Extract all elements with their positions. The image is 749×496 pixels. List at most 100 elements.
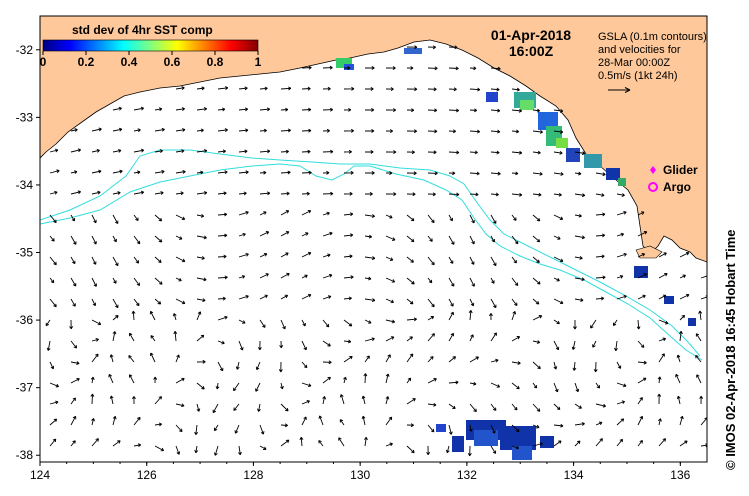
velocity-arrow	[490, 87, 500, 92]
velocity-arrow	[154, 149, 163, 153]
velocity-arrow	[553, 423, 564, 428]
velocity-arrow	[280, 107, 289, 112]
velocity-arrow	[175, 191, 184, 196]
velocity-arrow	[364, 276, 372, 281]
velocity-arrow	[238, 294, 249, 300]
velocity-arrow	[612, 319, 618, 327]
velocity-arrow	[406, 336, 413, 342]
velocity-arrow	[406, 398, 416, 405]
velocity-arrow	[259, 191, 271, 196]
velocity-arrow	[427, 235, 433, 242]
velocity-arrow	[406, 66, 414, 70]
velocity-arrow	[172, 313, 177, 321]
velocity-arrow	[385, 129, 394, 133]
velocity-arrow	[280, 210, 290, 216]
velocity-arrow	[385, 87, 394, 91]
velocity-arrow	[595, 254, 605, 259]
velocity-arrow	[196, 191, 208, 195]
velocity-arrow	[154, 235, 163, 243]
velocity-arrow	[301, 340, 307, 351]
velocity-arrow	[427, 192, 436, 197]
velocity-arrows	[45, 45, 707, 457]
velocity-arrow	[343, 233, 354, 238]
velocity-arrow	[490, 358, 499, 363]
velocity-arrow	[595, 172, 606, 177]
velocity-arrow	[574, 298, 584, 302]
velocity-arrow	[196, 298, 206, 303]
velocity-arrow	[299, 436, 304, 447]
velocity-arrow	[343, 376, 347, 384]
y-tick-label: -36	[16, 313, 34, 327]
velocity-arrow	[154, 422, 162, 427]
velocity-arrow	[175, 86, 185, 90]
velocity-arrow	[301, 86, 311, 91]
velocity-arrow	[406, 377, 412, 384]
velocity-arrow	[343, 128, 355, 133]
velocity-arrow	[553, 403, 561, 411]
velocity-arrow	[175, 107, 185, 111]
velocity-arrow	[217, 149, 226, 154]
velocity-arrow	[150, 335, 156, 342]
velocity-arrow	[553, 192, 562, 197]
velocity-arrow	[658, 294, 667, 300]
velocity-arrow	[280, 191, 290, 196]
glider-marker-icon	[650, 166, 656, 174]
velocity-arrow	[553, 361, 558, 370]
velocity-arrow	[427, 150, 437, 155]
velocity-arrow	[616, 274, 624, 279]
velocity-arrow	[343, 86, 355, 91]
velocity-arrow	[490, 424, 496, 434]
velocity-arrow	[175, 445, 181, 455]
velocity-arrow	[154, 127, 165, 132]
velocity-arrow	[406, 256, 414, 263]
velocity-arrow	[595, 233, 606, 238]
velocity-arrow	[112, 415, 117, 426]
velocity-arrow	[91, 235, 97, 245]
velocity-arrow	[91, 214, 97, 224]
velocity-arrow	[133, 214, 139, 222]
velocity-arrow	[658, 272, 668, 279]
velocity-arrow	[532, 129, 543, 134]
velocity-arrow	[235, 361, 240, 370]
x-axis: 124 126 128 130 132 134 136	[30, 462, 691, 482]
velocity-arrow	[448, 298, 454, 307]
y-tick-label: -34	[16, 178, 34, 192]
velocity-arrow	[280, 439, 290, 447]
velocity-arrow	[364, 319, 372, 324]
velocity-arrow	[175, 169, 186, 174]
velocity-arrow	[322, 396, 327, 405]
velocity-arrow	[238, 107, 249, 112]
velocity-arrow	[259, 319, 266, 328]
legend-argo-label: Argo	[663, 180, 691, 194]
velocity-arrow	[427, 333, 435, 342]
velocity-arrow	[339, 394, 345, 405]
velocity-arrow	[175, 235, 183, 240]
velocity-arrow	[175, 214, 186, 221]
velocity-arrow	[385, 396, 390, 405]
velocity-arrow	[255, 361, 261, 371]
velocity-arrow	[70, 415, 77, 426]
sst-patches	[336, 48, 696, 460]
gsla-info-line1: GSLA (0.1m contours)	[598, 31, 707, 43]
velocity-arrow	[112, 191, 121, 195]
velocity-arrow	[364, 129, 375, 133]
x-tick-label: 128	[243, 468, 263, 482]
velocity-arrow	[301, 128, 312, 133]
velocity-arrow	[280, 86, 292, 91]
velocity-arrow	[49, 382, 60, 388]
velocity-arrow	[280, 231, 290, 237]
velocity-arrow	[553, 235, 561, 240]
velocity-arrow	[695, 354, 702, 363]
velocity-arrow	[590, 319, 597, 329]
velocity-arrow	[700, 275, 707, 279]
velocity-arrow	[385, 108, 397, 112]
velocity-arrow	[90, 393, 95, 405]
y-tick-label: -38	[16, 448, 34, 462]
velocity-arrow	[490, 403, 497, 411]
velocity-arrow	[196, 334, 205, 342]
velocity-arrow	[448, 256, 454, 264]
velocity-arrow	[112, 106, 122, 111]
velocity-arrow	[133, 298, 140, 307]
velocity-arrow	[511, 336, 521, 342]
velocity-arrow	[175, 298, 186, 305]
